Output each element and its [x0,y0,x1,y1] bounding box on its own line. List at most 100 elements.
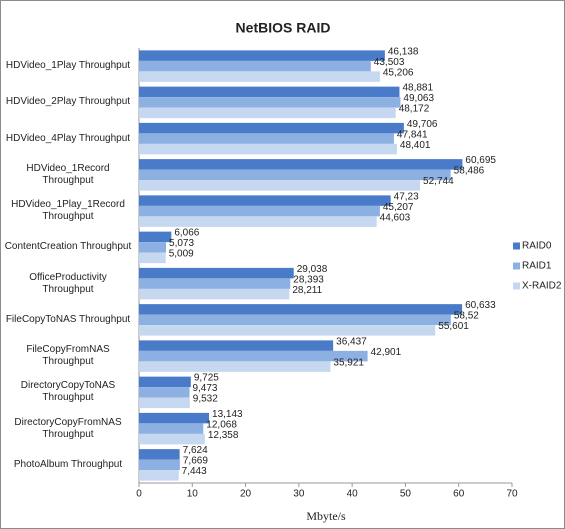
y-tick-label: OfficeProductivity Throughput [29,271,107,295]
y-tick-label: HDVideo_2Play Throughput [5,96,131,108]
bar [139,350,368,362]
bar [139,97,401,108]
data-label: 29,038 [297,264,328,275]
y-tick-label: HDVideo_4Play Throughput [5,132,131,144]
x-tick-label: 70 [506,489,518,500]
bar [139,387,190,398]
data-label: 52,744 [423,176,454,187]
bar [139,376,191,388]
data-label: 28,393 [293,274,324,285]
bar [139,449,180,460]
data-label: 46,138 [388,46,419,57]
bar [139,325,436,336]
data-label: 7,443 [182,466,207,477]
x-tick-label: 10 [187,489,199,500]
bar [139,143,397,155]
bar [139,278,291,289]
x-tick-label: 50 [400,489,412,500]
bar [139,412,210,424]
bar [139,86,400,98]
data-label: 9,473 [192,383,217,394]
data-label: 12,358 [208,430,239,441]
bar [139,423,204,434]
x-tick-label: 60 [453,489,465,500]
data-label: 43,503 [374,57,405,68]
bar [139,169,451,181]
bar [139,60,371,72]
y-tick-label: FileCopyToNAS Throughput [5,313,131,325]
data-label: 9,725 [194,373,219,384]
data-label: 48,881 [402,83,433,94]
data-label: 49,063 [403,93,434,104]
legend-swatch [513,262,520,270]
data-label: 12,068 [206,419,237,430]
data-label: 45,206 [383,67,414,78]
data-label: 5,073 [169,238,194,249]
bar [139,216,377,227]
bar [139,433,205,445]
data-label: 48,172 [399,104,430,115]
legend-label: RAID1 [522,261,552,272]
data-label: 45,207 [383,202,414,213]
data-label: 6,066 [174,228,199,239]
bar [139,133,394,144]
y-tick-label: DirectoryCopyFromNAS Throughput [14,416,122,440]
bar [139,361,331,372]
bar [139,397,190,409]
bar [139,107,396,119]
data-label: 36,437 [336,336,367,347]
legend-swatch [513,282,520,290]
bar [139,122,404,134]
bar [139,340,334,351]
legend-label: X-RAID2 [522,281,562,292]
data-label: 7,669 [183,456,208,467]
bar [139,267,294,279]
data-label: 48,401 [400,140,431,151]
data-label: 60,695 [465,155,496,166]
bar [139,231,172,243]
y-tick-label: HDVideo_1Record Throughput [26,162,110,186]
data-label: 49,706 [407,119,438,130]
bar [139,50,385,61]
bar [139,159,463,170]
bar [139,314,451,326]
x-tick-label: 30 [293,489,305,500]
data-label: 47,841 [397,129,428,140]
x-tick-label: 40 [347,489,359,500]
data-label: 35,921 [333,357,364,368]
legend-swatch [513,242,520,250]
data-label: 58,486 [454,166,485,177]
data-label: 9,532 [193,394,218,405]
bar [139,252,166,264]
data-label: 42,901 [371,347,402,358]
bar [139,180,421,191]
bar [139,242,167,253]
x-axis-title: Mbyte/s [306,509,346,523]
y-tick-label: DirectoryCopyToNAS Throughput [20,380,116,404]
data-label: 7,624 [183,445,208,456]
y-tick-label: HDVideo_1Play Throughput [5,60,131,72]
chart-title: NetBIOS RAID [236,20,331,36]
data-label: 44,603 [380,212,411,223]
bar [139,288,290,300]
data-label: 28,211 [292,285,322,296]
data-label: 55,601 [438,321,469,332]
data-label: 60,633 [465,300,496,311]
data-label: 13,143 [212,409,243,420]
legend-label: RAID0 [522,241,552,252]
x-tick-label: 0 [136,489,142,500]
data-label: 47,23 [394,191,419,202]
bar [139,205,380,217]
y-tick-label: HDVideo_1Play_1Record Throughput [11,199,125,223]
y-tick-label: ContentCreation Throughput [4,241,132,253]
bar [139,304,463,315]
bar [139,459,180,471]
y-tick-label: FileCopyFromNAS Throughput [26,344,110,368]
y-tick-label: PhotoAlbum Throughput [13,458,123,470]
x-tick-label: 20 [240,489,252,500]
bar [139,195,391,206]
bar [139,470,179,481]
bar [139,71,380,82]
